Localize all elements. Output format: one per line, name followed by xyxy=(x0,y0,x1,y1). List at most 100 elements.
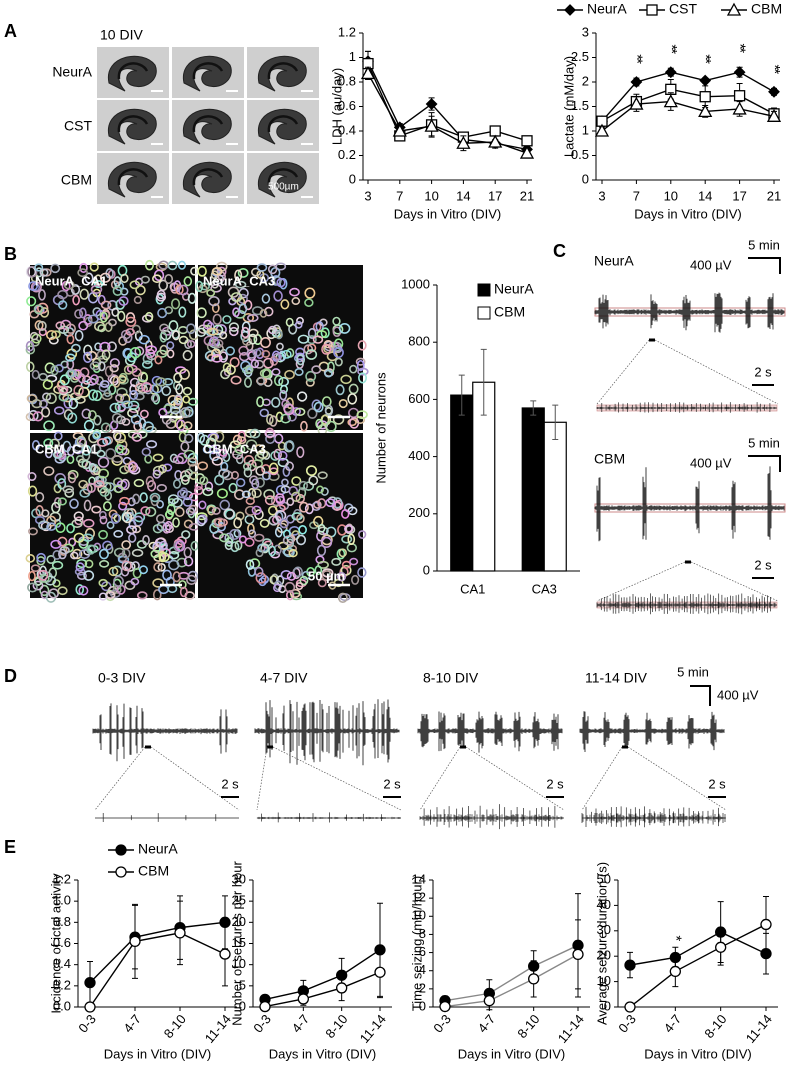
neuron xyxy=(286,571,297,581)
neuron xyxy=(88,410,97,421)
image-label: NeurA_CA1 xyxy=(35,273,107,288)
series-line xyxy=(601,71,775,122)
hippocampus-slice xyxy=(258,55,307,92)
neuron xyxy=(190,540,199,551)
neuron xyxy=(111,307,120,317)
series-line xyxy=(601,88,775,122)
neuron xyxy=(76,558,88,569)
neuron xyxy=(305,349,318,360)
neuron xyxy=(120,478,130,491)
marker xyxy=(646,4,658,16)
neuron xyxy=(183,546,192,559)
neuron xyxy=(183,421,193,430)
neuron xyxy=(44,447,53,459)
neuron xyxy=(178,335,189,345)
neuron xyxy=(180,474,190,485)
neuron xyxy=(291,476,302,486)
neuron xyxy=(164,274,174,285)
neuron xyxy=(79,288,89,300)
neuron xyxy=(209,522,220,534)
legend-label: NeurA xyxy=(138,841,178,857)
neuron xyxy=(220,461,229,472)
neuron xyxy=(111,412,123,424)
neuron xyxy=(120,566,130,577)
neuron xyxy=(199,476,209,485)
neuron xyxy=(45,330,57,340)
marker xyxy=(425,98,438,110)
x-tick-label: 17 xyxy=(732,188,746,203)
neuron xyxy=(273,583,282,593)
time-scale-label: 5 min xyxy=(748,237,780,252)
neuron xyxy=(248,529,257,538)
zoom-link xyxy=(596,561,686,602)
neuron xyxy=(300,420,308,432)
neuron xyxy=(54,364,64,373)
neuron xyxy=(142,421,155,433)
neuron xyxy=(98,529,108,540)
neuron xyxy=(141,360,153,369)
neuron xyxy=(251,505,262,515)
image-label: NeurA_CA3 xyxy=(203,273,275,288)
marker xyxy=(564,4,576,16)
cell-layer xyxy=(117,115,149,133)
neuron xyxy=(255,477,265,488)
neuron xyxy=(114,281,125,292)
neuron xyxy=(108,318,117,327)
row-label: CST xyxy=(64,118,92,134)
cell-layer xyxy=(117,62,149,80)
neuron xyxy=(244,429,257,438)
neuron xyxy=(59,546,70,555)
neuron xyxy=(338,322,351,334)
neuron xyxy=(332,316,341,326)
marker xyxy=(629,96,644,110)
neuron xyxy=(121,560,132,572)
neuron xyxy=(294,407,306,417)
neuron xyxy=(32,580,44,591)
neuron xyxy=(89,361,101,371)
neuron xyxy=(157,562,166,572)
y-axis-label: Incidence of ictal activity xyxy=(48,873,63,1014)
neuron xyxy=(296,446,305,458)
neuron xyxy=(305,465,318,477)
neuron xyxy=(87,314,99,324)
neuron xyxy=(84,272,94,284)
neuron xyxy=(119,496,130,506)
neuron xyxy=(227,286,240,298)
neuron xyxy=(26,296,37,307)
neuron xyxy=(96,449,106,458)
marker xyxy=(698,104,713,118)
series-line xyxy=(264,949,381,1001)
neuron xyxy=(210,283,222,293)
recording-title: 4-7 DIV xyxy=(260,670,308,686)
marker xyxy=(219,948,231,960)
neuron xyxy=(83,518,95,528)
series-line xyxy=(629,923,767,1008)
neuron xyxy=(51,501,61,514)
neuron xyxy=(98,578,108,588)
neuron xyxy=(54,455,66,464)
zoom-trace xyxy=(581,806,726,828)
neuron xyxy=(133,295,142,305)
neuron xyxy=(207,505,216,516)
neuron xyxy=(79,307,87,319)
neuron xyxy=(52,450,63,459)
neuron xyxy=(136,591,148,600)
y-tick-label: 20 xyxy=(597,948,611,963)
neuron xyxy=(145,311,154,322)
neuron xyxy=(248,333,258,345)
neuron xyxy=(206,504,217,514)
panel-label: D xyxy=(4,666,17,686)
neuron xyxy=(223,508,235,520)
neuron xyxy=(86,482,96,494)
neuron xyxy=(254,359,265,369)
neuron xyxy=(65,353,76,362)
marker xyxy=(699,91,711,103)
x-tick-label: 4-7 xyxy=(661,1011,685,1035)
neuron xyxy=(207,327,219,336)
neuron xyxy=(347,393,358,405)
neuron xyxy=(31,369,40,380)
neuron xyxy=(30,564,41,573)
hippocampus-slice xyxy=(108,55,157,92)
x-tick-label: 11-14 xyxy=(743,1011,775,1045)
